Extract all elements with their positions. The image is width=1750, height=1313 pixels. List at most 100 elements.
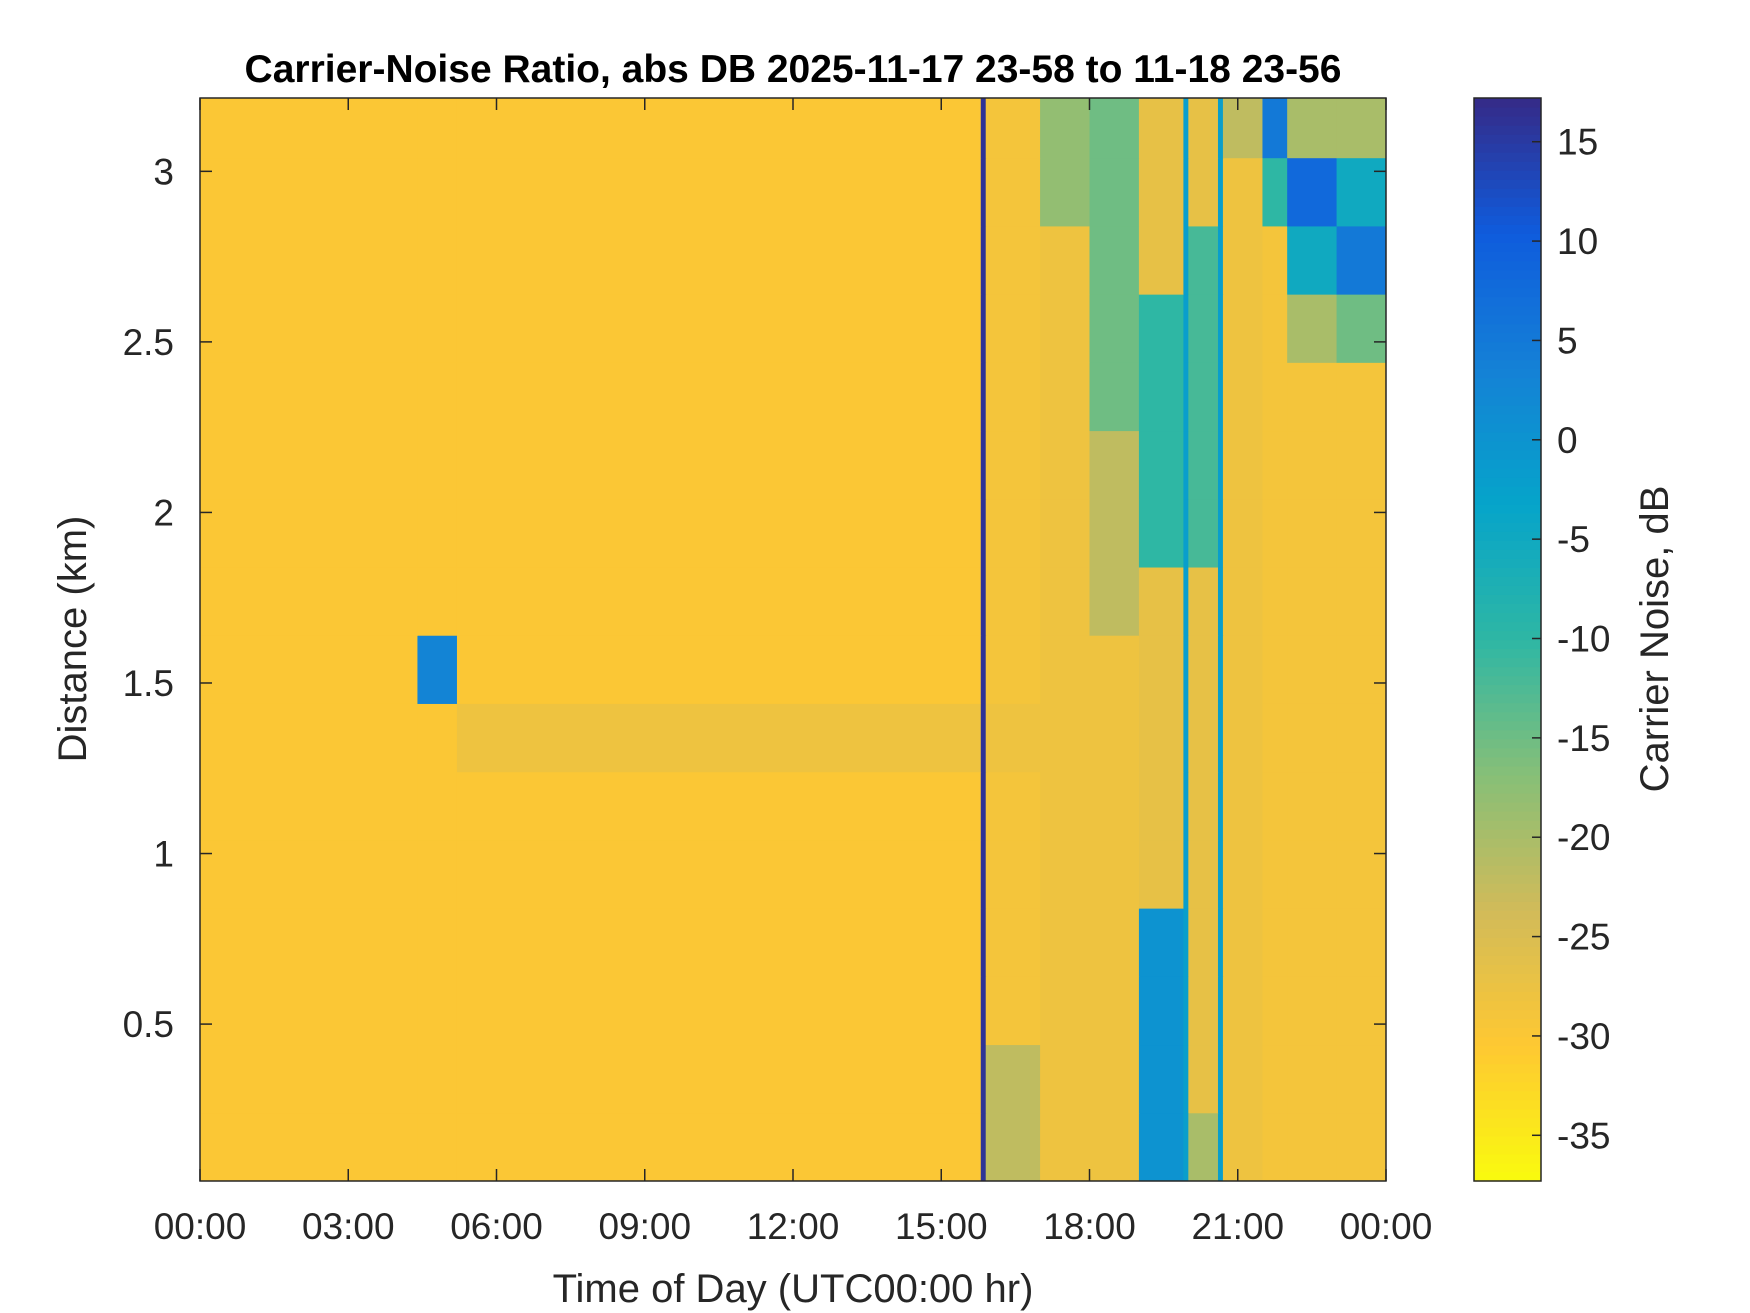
heatmap-cell: [980, 498, 987, 568]
heatmap-cell: [456, 498, 982, 568]
heatmap-cell: [200, 635, 418, 704]
heatmap-cell: [1040, 839, 1090, 909]
heatmap-cell: [200, 771, 418, 841]
colorbar-segment: [1474, 693, 1541, 704]
heatmap-cell: [1287, 362, 1338, 432]
colorbar-tick-label: -25: [1557, 917, 1610, 958]
heatmap-cell: [985, 1044, 1041, 1114]
colorbar-segment: [1474, 341, 1541, 352]
colorbar-segment: [1474, 783, 1541, 794]
heatmap-cell: [1287, 225, 1338, 295]
heatmap-cell: [1040, 294, 1090, 363]
colorbar-segment: [1474, 504, 1541, 514]
heatmap-cell: [1217, 98, 1224, 159]
heatmap-cell: [1262, 976, 1288, 1046]
heatmap-cell: [1217, 839, 1224, 909]
heatmap-cell: [1287, 98, 1338, 159]
heatmap-cell: [1217, 635, 1224, 704]
colorbar-segment: [1474, 107, 1541, 117]
colorbar-segment: [1474, 937, 1541, 947]
colorbar-segment: [1474, 991, 1541, 1002]
heatmap-cell: [1138, 362, 1184, 432]
x-tick-label: 21:00: [1191, 1206, 1284, 1247]
y-tick-label: 1.5: [123, 663, 174, 704]
colorbar-segment: [1474, 820, 1541, 830]
heatmap-cell: [417, 98, 458, 159]
y-tick-label: 2: [153, 492, 174, 533]
heatmap-cell: [417, 498, 458, 568]
heatmap-cell: [1287, 635, 1338, 704]
colorbar-segment: [1474, 549, 1541, 559]
x-tick-label: 09:00: [598, 1206, 691, 1247]
heatmap-cell: [1336, 908, 1387, 977]
heatmap-cell: [1262, 98, 1288, 159]
colorbar-segment: [1474, 1045, 1541, 1056]
heatmap-cell: [1222, 976, 1263, 1046]
heatmap-cell: [1183, 362, 1189, 432]
heatmap-cell: [1222, 362, 1263, 432]
colorbar-segment: [1474, 594, 1541, 604]
heatmap-cell: [456, 225, 982, 295]
colorbar-tick-label: 5: [1557, 320, 1578, 361]
colorbar-segment: [1474, 1081, 1541, 1092]
heatmap-cell: [1183, 908, 1189, 977]
colorbar-segment: [1474, 260, 1541, 271]
heatmap-cell: [1183, 294, 1189, 363]
heatmap-cell: [1217, 225, 1224, 295]
colorbar-segment: [1474, 215, 1541, 225]
heatmap-cell: [1336, 839, 1387, 909]
heatmap-cell: [1287, 703, 1338, 773]
colorbar-tick-label: -35: [1557, 1115, 1610, 1156]
heatmap-cell: [1188, 430, 1219, 500]
colorbar-segment: [1474, 368, 1541, 379]
heatmap-cell: [200, 703, 418, 773]
colorbar-segment: [1474, 251, 1541, 262]
heatmap-cell: [1217, 703, 1224, 773]
colorbar-segment: [1474, 910, 1541, 920]
heatmap-cell: [1138, 157, 1184, 227]
heatmap-cell: [980, 635, 987, 704]
heatmap-cell: [1183, 430, 1189, 500]
heatmap-cell: [1089, 839, 1140, 909]
heatmap-cell: [1138, 430, 1184, 500]
colorbar-segment: [1474, 377, 1541, 388]
x-tick-label: 00:00: [1340, 1206, 1433, 1247]
heatmap-cell: [1089, 771, 1140, 841]
heatmap-cell: [417, 294, 458, 363]
heatmap-cell: [1262, 1112, 1288, 1182]
colorbar-segment: [1474, 1162, 1541, 1173]
heatmap-cell: [456, 635, 982, 704]
heatmap-cell: [980, 157, 987, 227]
heatmap-cell: [980, 362, 987, 432]
heatmap-cell: [1188, 294, 1219, 363]
x-tick-label: 03:00: [302, 1206, 395, 1247]
heatmap-cell: [1089, 157, 1140, 227]
heatmap-cell: [200, 294, 418, 363]
heatmap-cell: [980, 430, 987, 500]
heatmap-cell: [456, 98, 982, 159]
heatmap-cell: [985, 908, 1041, 977]
heatmap-cell: [980, 567, 987, 636]
colorbar-tick-label: -20: [1557, 817, 1610, 858]
heatmap-cell: [1138, 294, 1184, 363]
heatmap-cell: [980, 98, 987, 159]
heatmap-cell: [1040, 976, 1090, 1046]
heatmap-cell: [1138, 976, 1184, 1046]
heatmap-cell: [985, 635, 1041, 704]
heatmap-cell: [985, 976, 1041, 1046]
heatmap-cell: [1040, 98, 1090, 159]
colorbar-segment: [1474, 973, 1541, 984]
heatmap-cell: [1183, 498, 1189, 568]
heatmap-cell: [1222, 567, 1263, 636]
heatmap-cell: [1138, 1112, 1184, 1182]
heatmap-cell: [1336, 430, 1387, 500]
heatmap-cell: [456, 430, 982, 500]
heatmap-cell: [456, 362, 982, 432]
heatmap-cell: [1040, 567, 1090, 636]
heatmap-cell: [1262, 430, 1288, 500]
colorbar-segment: [1474, 531, 1541, 541]
heatmap-cell: [1287, 1044, 1338, 1114]
colorbar-segment: [1474, 522, 1541, 532]
heatmap-cell: [1222, 635, 1263, 704]
